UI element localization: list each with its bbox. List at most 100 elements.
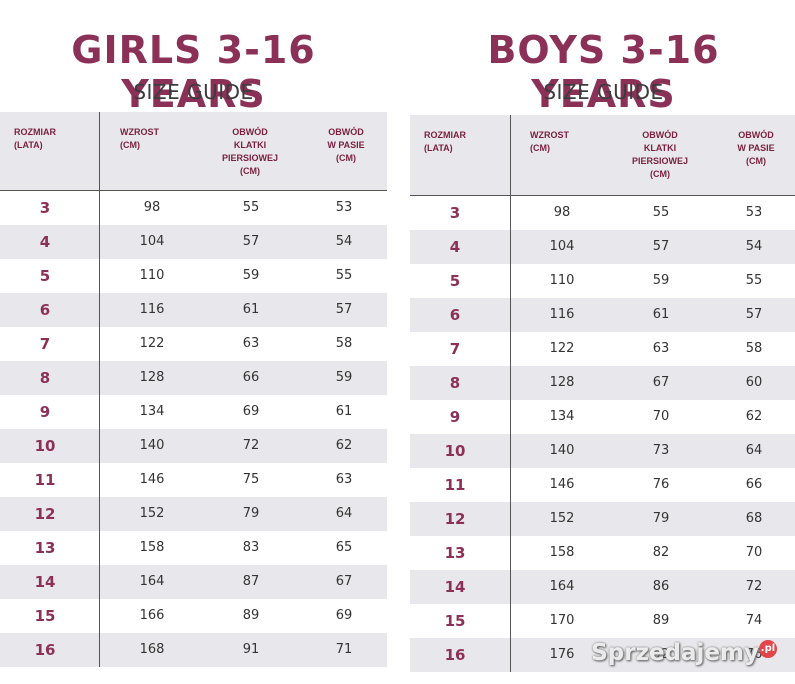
table-row: 8 128 67 60 bbox=[410, 366, 795, 400]
watermark-text: Sprzedajemy bbox=[591, 640, 759, 666]
height-cell: 116 bbox=[549, 307, 575, 322]
size-cell: 10 bbox=[34, 437, 56, 455]
table-row: 15 166 89 69 bbox=[0, 599, 387, 633]
chest-cell: 87 bbox=[242, 574, 260, 589]
table-row: 13 158 82 70 bbox=[410, 536, 795, 570]
waist-cell: 66 bbox=[745, 477, 763, 492]
header-rozmiar: ROZMIAR (LATA) bbox=[14, 127, 56, 150]
table-row: 8 128 66 59 bbox=[0, 361, 387, 395]
size-cell: 9 bbox=[449, 408, 461, 426]
waist-cell: 54 bbox=[745, 239, 763, 254]
watermark-logo: Sprzedajemy .pl bbox=[591, 640, 777, 666]
height-cell: 122 bbox=[139, 336, 165, 351]
size-cell: 5 bbox=[449, 272, 461, 290]
table-row: 10 140 73 64 bbox=[410, 434, 795, 468]
table-row: 9 134 69 61 bbox=[0, 395, 387, 429]
waist-cell: 67 bbox=[335, 574, 353, 589]
height-cell: 146 bbox=[549, 477, 575, 492]
chest-cell: 55 bbox=[652, 205, 670, 220]
waist-cell: 76 bbox=[745, 647, 763, 662]
waist-cell: 63 bbox=[335, 472, 353, 487]
column-divider bbox=[99, 112, 100, 190]
table-row: 13 158 83 65 bbox=[0, 531, 387, 565]
table-header: ROZMIAR (LATA) WZROST (CM) OBWÓD KLATKI PIER… bbox=[410, 115, 795, 196]
waist-cell: 74 bbox=[745, 613, 763, 628]
header-obwod-klatki: OBWÓD KLATKI PIERSIOWEJ (CM) bbox=[631, 130, 688, 179]
size-cell: 7 bbox=[39, 335, 51, 353]
height-cell: 128 bbox=[549, 375, 575, 390]
size-cell: 3 bbox=[39, 199, 51, 217]
column-divider bbox=[510, 115, 511, 195]
size-cell: 9 bbox=[39, 403, 51, 421]
height-cell: 166 bbox=[139, 608, 165, 623]
size-cell: 11 bbox=[34, 471, 56, 489]
chest-cell: 82 bbox=[652, 545, 670, 560]
chest-cell: 61 bbox=[242, 302, 260, 317]
chest-cell: 59 bbox=[652, 273, 670, 288]
size-cell: 14 bbox=[34, 573, 56, 591]
waist-cell: 53 bbox=[335, 200, 353, 215]
size-cell: 8 bbox=[449, 374, 461, 392]
chest-cell: 76 bbox=[652, 477, 670, 492]
chest-cell: 57 bbox=[652, 239, 670, 254]
size-cell: 5 bbox=[39, 267, 51, 285]
size-cell: 10 bbox=[444, 442, 466, 460]
table-row: 14 164 86 72 bbox=[410, 570, 795, 604]
height-cell: 176 bbox=[549, 647, 575, 662]
size-cell: 4 bbox=[39, 233, 51, 251]
waist-cell: 61 bbox=[335, 404, 353, 419]
size-cell: 13 bbox=[444, 544, 466, 562]
size-cell: 4 bbox=[449, 238, 461, 256]
height-cell: 104 bbox=[549, 239, 575, 254]
table-row: 11 146 75 63 bbox=[0, 463, 387, 497]
table-row: 6 116 61 57 bbox=[410, 298, 795, 332]
waist-cell: 57 bbox=[745, 307, 763, 322]
chest-cell: 92 bbox=[652, 647, 670, 662]
header-obwod-klatki: OBWÓD KLATKI PIERSIOWEJ (CM) bbox=[221, 127, 278, 176]
table-row: 7 122 63 58 bbox=[0, 327, 387, 361]
height-cell: 140 bbox=[549, 443, 575, 458]
height-cell: 110 bbox=[139, 268, 165, 283]
girls-subtitle: SIZE GUIDE bbox=[133, 80, 254, 104]
table-row: 4 104 57 54 bbox=[0, 225, 387, 259]
size-cell: 15 bbox=[444, 612, 466, 630]
header-obwod-pasie: OBWÓD W PASIE (CM) bbox=[327, 127, 365, 163]
header-obwod-pasie: OBWÓD W PASIE (CM) bbox=[737, 130, 775, 166]
column-divider bbox=[99, 191, 100, 667]
chest-cell: 89 bbox=[652, 613, 670, 628]
height-cell: 134 bbox=[549, 409, 575, 424]
height-cell: 152 bbox=[139, 506, 165, 521]
height-cell: 170 bbox=[549, 613, 575, 628]
waist-cell: 64 bbox=[335, 506, 353, 521]
chest-cell: 79 bbox=[242, 506, 260, 521]
height-cell: 104 bbox=[139, 234, 165, 249]
chest-cell: 70 bbox=[652, 409, 670, 424]
size-cell: 12 bbox=[444, 510, 466, 528]
height-cell: 164 bbox=[139, 574, 165, 589]
waist-cell: 54 bbox=[335, 234, 353, 249]
height-cell: 98 bbox=[143, 200, 161, 215]
height-cell: 152 bbox=[549, 511, 575, 526]
height-cell: 146 bbox=[139, 472, 165, 487]
size-cell: 16 bbox=[444, 646, 466, 664]
waist-cell: 55 bbox=[745, 273, 763, 288]
height-cell: 140 bbox=[139, 438, 165, 453]
waist-cell: 62 bbox=[335, 438, 353, 453]
table-row: 15 170 89 74 bbox=[410, 604, 795, 638]
size-cell: 3 bbox=[449, 204, 461, 222]
table-body: 3 98 55 53 4 104 57 54 5 110 59 55 6 116 61 57 7 122 63 58 8… bbox=[0, 191, 387, 667]
table-row: 14 164 87 67 bbox=[0, 565, 387, 599]
chest-cell: 89 bbox=[242, 608, 260, 623]
height-cell: 110 bbox=[549, 273, 575, 288]
waist-cell: 53 bbox=[745, 205, 763, 220]
chest-cell: 63 bbox=[242, 336, 260, 351]
waist-cell: 70 bbox=[745, 545, 763, 560]
height-cell: 122 bbox=[549, 341, 575, 356]
chest-cell: 66 bbox=[242, 370, 260, 385]
height-cell: 158 bbox=[139, 540, 165, 555]
size-cell: 8 bbox=[39, 369, 51, 387]
girls-size-table: ROZMIAR (LATA) WZROST (CM) OBWÓD KLATKI PIER… bbox=[0, 112, 387, 667]
waist-cell: 69 bbox=[335, 608, 353, 623]
chest-cell: 63 bbox=[652, 341, 670, 356]
size-cell: 11 bbox=[444, 476, 466, 494]
